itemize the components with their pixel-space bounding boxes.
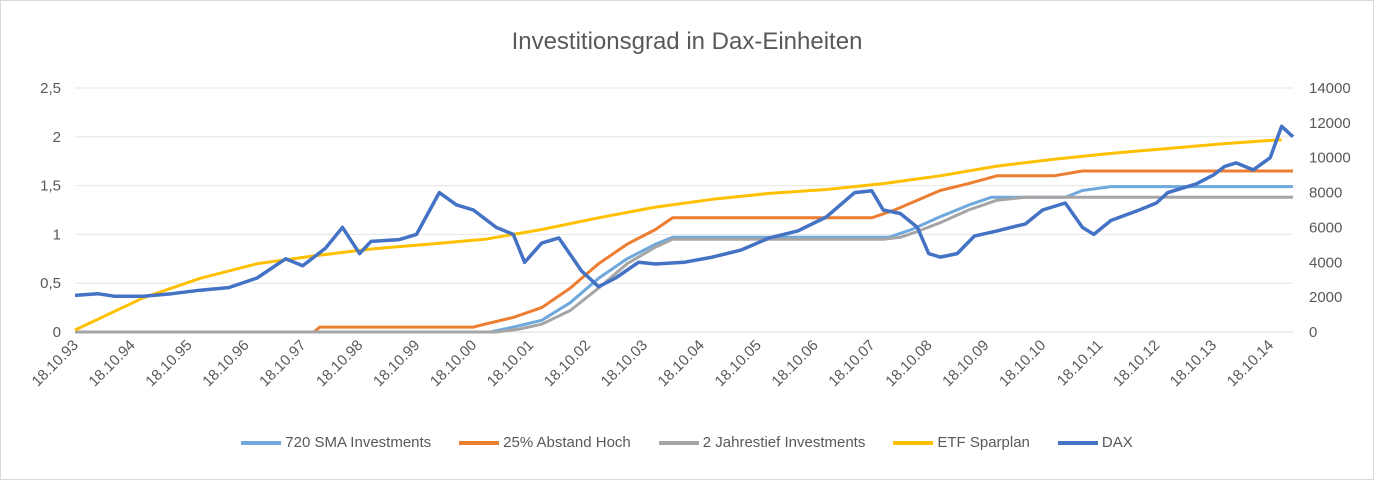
legend-item: 2 Jahrestief Investments xyxy=(658,434,866,451)
y-right-tick-label: 0 xyxy=(1309,324,1317,341)
y-left-tick-label: 0,5 xyxy=(40,275,61,292)
x-tick-label: 18.10.14 xyxy=(1224,337,1277,390)
series-line-dax xyxy=(74,124,1295,299)
x-tick-label: 18.10.08 xyxy=(882,337,935,390)
legend-item: ETF Sparplan xyxy=(893,434,1030,451)
x-tick-label: 18.10.01 xyxy=(484,337,537,390)
x-tick-label: 18.10.02 xyxy=(541,337,594,390)
x-tick-label: 18.10.94 xyxy=(85,337,138,390)
x-tick-label: 18.10.07 xyxy=(825,337,878,390)
x-axis: 18.10.93 18.10.94 18.10.95 18.10.96 18.10.97… xyxy=(29,331,1293,390)
y-left-tick-label: 1,5 xyxy=(40,178,61,195)
x-tick-label: 18.10.10 xyxy=(996,337,1049,390)
x-tick-label: 18.10.96 xyxy=(199,337,252,390)
series-line-2-jahrestief-investments xyxy=(75,195,1293,334)
series-line-720-sma-investments xyxy=(75,185,1293,334)
y-right-tick-label: 10000 xyxy=(1309,150,1351,167)
y-right-tick-label: 4000 xyxy=(1309,254,1342,271)
x-tick-label: 18.10.99 xyxy=(370,337,423,390)
y-axis-left: 0 0,5 1 1,5 2 2,5 xyxy=(40,80,61,341)
y-left-tick-label: 0 xyxy=(53,324,61,341)
y-left-tick-label: 2,5 xyxy=(40,80,61,97)
y-left-tick-label: 2 xyxy=(53,129,61,146)
legend-swatch xyxy=(658,440,699,445)
x-tick-label: 18.10.95 xyxy=(142,337,195,390)
legend-label: DAX xyxy=(1101,434,1133,451)
x-tick-label: 18.10.06 xyxy=(768,337,821,390)
x-tick-label: 18.10.03 xyxy=(598,337,651,390)
x-tick-label: 18.10.93 xyxy=(29,337,82,390)
x-tick-label: 18.10.13 xyxy=(1167,337,1220,390)
series-line-25-abstand-hoch xyxy=(75,169,1293,334)
legend-label: 2 Jahrestief Investments xyxy=(702,434,866,451)
y-right-tick-label: 12000 xyxy=(1309,115,1351,132)
y-right-tick-label: 6000 xyxy=(1309,219,1342,236)
legend-label: 720 SMA Investments xyxy=(285,434,432,451)
x-tick-label: 18.10.97 xyxy=(256,337,309,390)
gridlines xyxy=(75,87,1293,333)
y-right-tick-label: 8000 xyxy=(1309,185,1342,202)
legend-item: 720 SMA Investments xyxy=(241,434,431,451)
y-left-tick-label: 1 xyxy=(53,226,61,243)
legend-item: DAX xyxy=(1057,434,1133,451)
x-tick-label: 18.10.00 xyxy=(427,337,480,390)
legend-item: 25% Abstand Hoch xyxy=(459,434,631,451)
x-tick-label: 18.10.11 xyxy=(1054,337,1107,390)
y-axis-right: 0 2000 4000 6000 8000 10000 12000 14000 xyxy=(1309,80,1351,341)
series-group xyxy=(74,124,1295,334)
legend: 720 SMA Investments 25% Abstand Hoch 2 Jah… xyxy=(0,434,1374,451)
legend-label: ETF Sparplan xyxy=(937,434,1030,451)
x-tick-label: 18.10.04 xyxy=(655,337,708,390)
chart-title: Investitionsgrad in Dax-Einheiten xyxy=(511,28,863,55)
legend-swatch xyxy=(1057,440,1098,445)
y-right-tick-label: 14000 xyxy=(1309,80,1351,97)
x-tick-label: 18.10.09 xyxy=(939,337,992,390)
legend-swatch xyxy=(893,440,934,445)
legend-swatch xyxy=(241,440,282,445)
x-tick-label: 18.10.05 xyxy=(712,337,765,390)
x-tick-label: 18.10.12 xyxy=(1110,337,1163,390)
x-tick-label: 18.10.98 xyxy=(313,337,366,390)
legend-label: 25% Abstand Hoch xyxy=(503,434,631,451)
legend-swatch xyxy=(459,440,500,445)
y-right-tick-label: 2000 xyxy=(1309,289,1342,306)
